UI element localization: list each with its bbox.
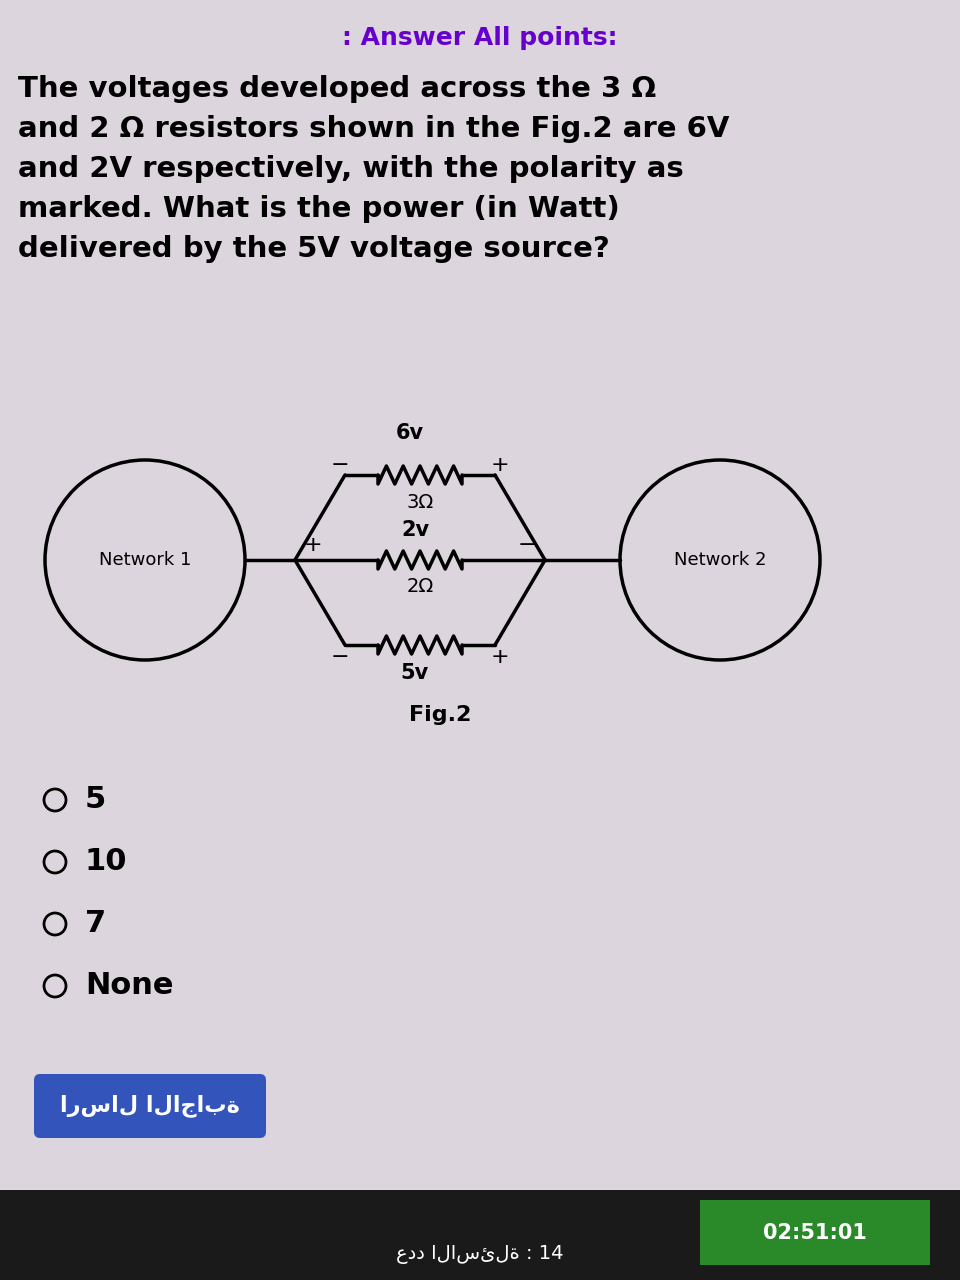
Text: −: − (517, 535, 537, 556)
Text: +: + (491, 454, 510, 475)
Text: ارسال الاجابة: ارسال الاجابة (60, 1094, 240, 1117)
Text: 3Ω: 3Ω (406, 494, 434, 512)
Text: 10: 10 (85, 847, 128, 877)
Text: −: − (330, 646, 349, 667)
Text: عدد الاسئلة : 14: عدد الاسئلة : 14 (396, 1245, 564, 1265)
Text: 5: 5 (85, 786, 107, 814)
FancyBboxPatch shape (34, 1074, 266, 1138)
Text: 6v: 6v (396, 422, 424, 443)
Text: −: − (330, 454, 349, 475)
Text: +: + (303, 535, 323, 556)
Text: 5v: 5v (401, 663, 429, 684)
Text: 2Ω: 2Ω (406, 576, 434, 595)
Text: Network 1: Network 1 (99, 550, 191, 570)
Text: 02:51:01: 02:51:01 (763, 1222, 867, 1243)
Text: Network 2: Network 2 (674, 550, 766, 570)
Text: 7: 7 (85, 910, 107, 938)
Bar (700, 1201, 930, 1265)
Text: +: + (491, 646, 510, 667)
Text: Fig.2: Fig.2 (409, 705, 471, 724)
Text: The voltages developed across the 3 Ω
and 2 Ω resistors shown in the Fig.2 are 6: The voltages developed across the 3 Ω an… (18, 76, 730, 264)
Text: None: None (85, 972, 174, 1001)
Text: 2v: 2v (401, 520, 429, 540)
Text: : Answer All points:: : Answer All points: (343, 26, 617, 50)
Bar (0, 1190, 960, 1280)
